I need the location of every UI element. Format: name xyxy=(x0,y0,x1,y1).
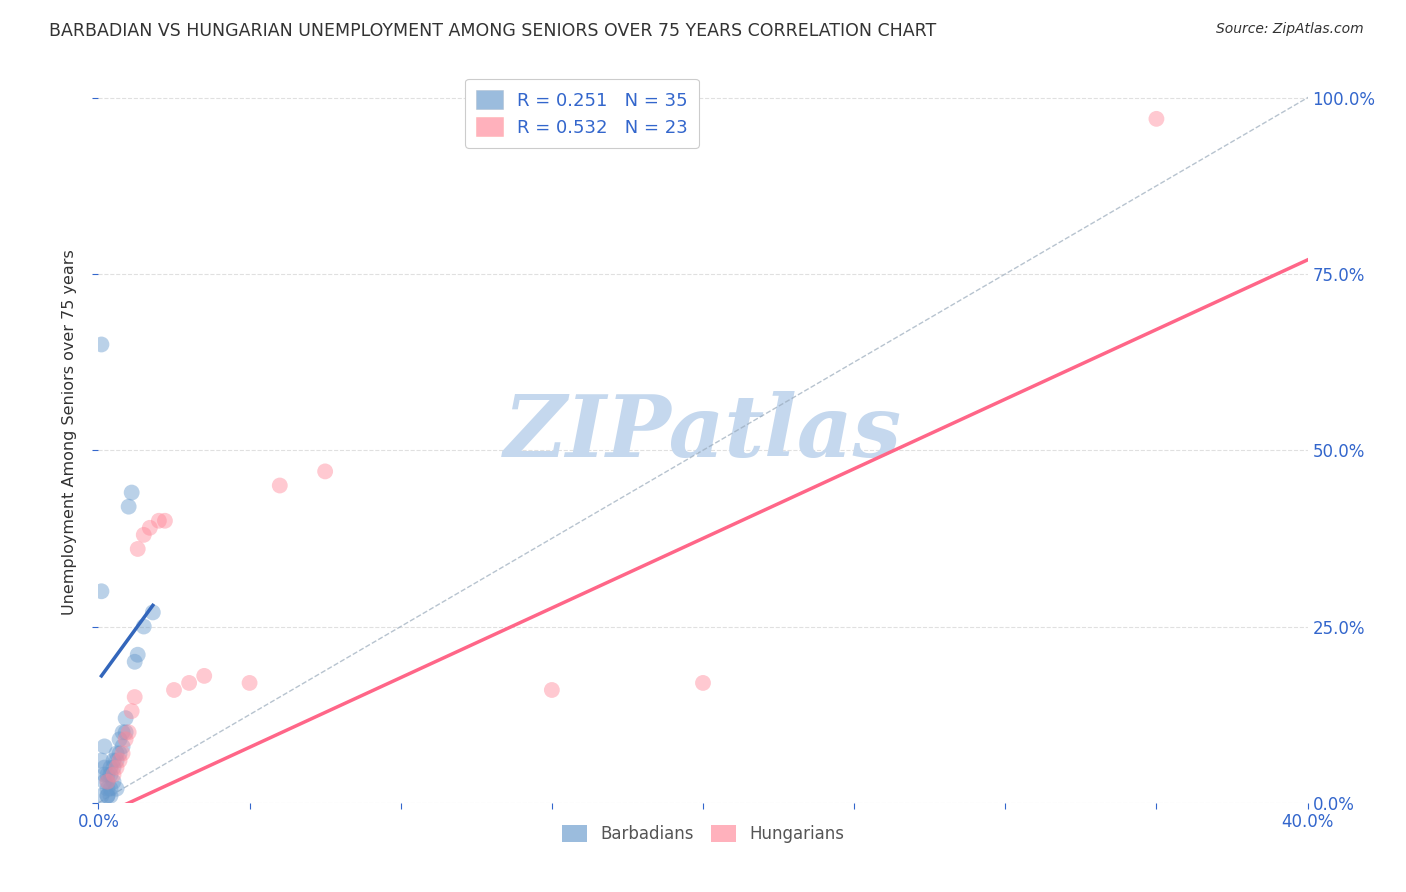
Point xyxy=(96,767,118,781)
Point xyxy=(118,500,141,514)
Point xyxy=(93,739,115,754)
Point xyxy=(114,725,136,739)
Y-axis label: Unemployment Among Seniors over 75 years: Unemployment Among Seniors over 75 years xyxy=(62,250,77,615)
Point xyxy=(90,754,112,768)
Point xyxy=(96,774,118,789)
Point xyxy=(96,774,118,789)
Point xyxy=(111,739,134,754)
Point xyxy=(108,732,131,747)
Text: ZIPatlas: ZIPatlas xyxy=(503,391,903,475)
Point xyxy=(90,337,112,351)
Point xyxy=(314,464,336,478)
Point xyxy=(239,676,262,690)
Point xyxy=(121,704,143,718)
Point xyxy=(100,781,122,796)
Point xyxy=(96,781,118,796)
Point xyxy=(179,676,201,690)
Point xyxy=(90,584,112,599)
Point xyxy=(1144,112,1167,126)
Point xyxy=(148,514,170,528)
Point xyxy=(105,760,128,774)
Point xyxy=(108,754,131,768)
Point xyxy=(100,789,122,803)
Point xyxy=(540,683,562,698)
Point xyxy=(100,767,122,781)
Point xyxy=(96,789,118,803)
Point xyxy=(103,774,125,789)
Point xyxy=(90,789,112,803)
Point xyxy=(93,760,115,774)
Point xyxy=(124,690,146,704)
Point xyxy=(103,754,125,768)
Text: BARBADIAN VS HUNGARIAN UNEMPLOYMENT AMONG SENIORS OVER 75 YEARS CORRELATION CHAR: BARBADIAN VS HUNGARIAN UNEMPLOYMENT AMON… xyxy=(49,22,936,40)
Point xyxy=(692,676,714,690)
Point xyxy=(132,619,155,633)
Point xyxy=(118,725,141,739)
Point xyxy=(114,732,136,747)
Point xyxy=(100,760,122,774)
Point xyxy=(114,711,136,725)
Point xyxy=(139,521,162,535)
Point xyxy=(108,747,131,761)
Point xyxy=(153,514,176,528)
Point xyxy=(163,683,186,698)
Point xyxy=(127,541,149,556)
Point xyxy=(93,767,115,781)
Point xyxy=(127,648,149,662)
Point xyxy=(111,725,134,739)
Point xyxy=(103,767,125,781)
Legend: Barbadians, Hungarians: Barbadians, Hungarians xyxy=(555,819,851,850)
Point xyxy=(111,747,134,761)
Point xyxy=(103,760,125,774)
Point xyxy=(193,669,215,683)
Point xyxy=(124,655,146,669)
Point xyxy=(93,774,115,789)
Point xyxy=(105,747,128,761)
Point xyxy=(105,754,128,768)
Point xyxy=(142,606,165,620)
Point xyxy=(269,478,291,492)
Point xyxy=(96,789,118,803)
Point xyxy=(132,528,155,542)
Point xyxy=(105,781,128,796)
Point xyxy=(121,485,143,500)
Text: Source: ZipAtlas.com: Source: ZipAtlas.com xyxy=(1216,22,1364,37)
